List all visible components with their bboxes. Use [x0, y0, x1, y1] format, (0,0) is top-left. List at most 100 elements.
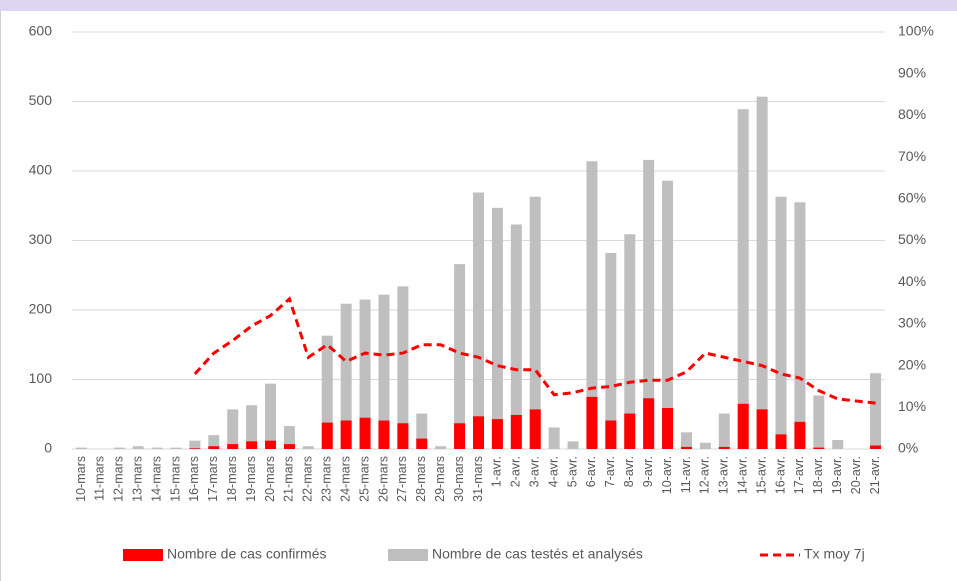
- x-tick-label: 5-avr.: [565, 456, 579, 487]
- bar: [737, 403, 749, 449]
- bar: [813, 395, 825, 449]
- y2-tick-label: 10%: [898, 398, 926, 414]
- bar: [359, 417, 371, 449]
- x-tick-label: 29-mars: [433, 456, 447, 502]
- bar: [510, 224, 522, 449]
- x-tick-label: 25-mars: [357, 456, 371, 502]
- y2-tick-label: 70%: [898, 148, 926, 164]
- bar: [473, 192, 484, 450]
- bar: [246, 441, 258, 449]
- bar: [340, 303, 352, 449]
- bar: [756, 96, 768, 449]
- x-tick-label: 23-mars: [320, 456, 334, 502]
- x-tick-label: 28-mars: [414, 456, 428, 502]
- bar: [473, 416, 484, 449]
- bar: [624, 413, 636, 449]
- bar: [227, 444, 239, 449]
- bar: [718, 446, 730, 449]
- y2-tick-label: 90%: [898, 64, 926, 80]
- legend-label: Nombre de cas confirmés: [167, 546, 327, 562]
- bar: [397, 423, 409, 449]
- x-tick-label: 19-avr.: [830, 456, 844, 494]
- line: [193, 296, 876, 405]
- bar: [378, 420, 390, 449]
- bar: [662, 407, 674, 449]
- bar: [737, 109, 749, 450]
- y2-tick-label: 80%: [898, 106, 926, 122]
- bar: [208, 435, 220, 449]
- x-tick-label: 16-mars: [187, 456, 201, 502]
- y-tick-label: 100: [29, 370, 53, 386]
- bar: [548, 427, 560, 449]
- bar: [794, 202, 806, 449]
- bar: [870, 445, 882, 449]
- bar: [75, 447, 87, 449]
- bar: [283, 444, 295, 449]
- bar: [189, 448, 201, 449]
- x-tick-label: 11-avr.: [679, 456, 693, 493]
- top-band: [0, 0, 957, 11]
- bar: [340, 420, 352, 449]
- x-tick-label: 17-mars: [206, 456, 220, 502]
- x-tick-label: 18-avr.: [811, 456, 825, 494]
- legend-swatch: [388, 549, 428, 561]
- bar: [718, 413, 730, 449]
- bar: [321, 335, 333, 449]
- x-tick-label: 21-mars: [282, 456, 296, 502]
- x-tick-label: 22-mars: [301, 456, 315, 502]
- bar: [397, 286, 409, 449]
- bar: [283, 426, 295, 449]
- bar: [491, 419, 503, 449]
- x-tick-label: 20-mars: [263, 456, 277, 502]
- x-tick-label: 10-avr.: [660, 456, 674, 494]
- bar: [567, 441, 579, 449]
- x-tick-label: 6-avr.: [584, 456, 598, 487]
- bar: [359, 299, 371, 449]
- y-tick-label: 600: [29, 23, 53, 39]
- bar: [662, 180, 674, 450]
- y-tick-label: 500: [29, 92, 53, 108]
- bar: [227, 409, 239, 449]
- x-tick-label: 10-mars: [74, 456, 88, 502]
- x-tick-label: 3-avr.: [528, 456, 542, 487]
- x-tick-label: 30-mars: [452, 456, 466, 502]
- bar: [529, 409, 541, 449]
- y2-tick-label: 60%: [898, 190, 926, 206]
- x-tick-label: 12-mars: [112, 456, 126, 502]
- legend-swatch: [123, 549, 163, 561]
- bar: [265, 383, 277, 449]
- x-tick-label: 15-mars: [168, 456, 182, 502]
- bar: [586, 396, 598, 449]
- bar: [870, 373, 882, 449]
- bar: [378, 294, 390, 449]
- bar: [454, 423, 466, 449]
- y-tick-label: 300: [29, 231, 53, 247]
- x-tick-label: 11-mars: [93, 456, 107, 501]
- bar: [643, 398, 655, 449]
- x-tick-label: 27-mars: [395, 456, 409, 502]
- y2-tick-label: 0%: [898, 440, 918, 456]
- bar: [246, 405, 258, 449]
- bar: [132, 446, 144, 449]
- x-tick-label: 7-avr.: [603, 456, 617, 487]
- x-tick-label: 26-mars: [376, 456, 390, 502]
- x-tick-label: 17-avr.: [792, 456, 806, 494]
- bar: [510, 414, 522, 449]
- bar: [794, 421, 806, 449]
- y2-tick-label: 20%: [898, 356, 926, 372]
- bar: [605, 420, 617, 449]
- x-tick-label: 1-avr.: [490, 456, 504, 487]
- legend-label: Tx moy 7j: [804, 546, 865, 562]
- x-tick-label: 8-avr.: [622, 456, 636, 487]
- x-tick-label: 16-avr.: [773, 456, 787, 494]
- y2-tick-label: 100%: [898, 23, 934, 39]
- x-tick-label: 20-avr.: [849, 456, 863, 494]
- x-tick-label: 18-mars: [225, 456, 239, 502]
- bar: [605, 253, 617, 449]
- x-tick-label: 2-avr.: [509, 456, 523, 487]
- bar: [680, 432, 692, 449]
- bar: [189, 440, 201, 449]
- x-tick-label: 4-avr.: [546, 456, 560, 487]
- y-tick-label: 200: [29, 301, 53, 317]
